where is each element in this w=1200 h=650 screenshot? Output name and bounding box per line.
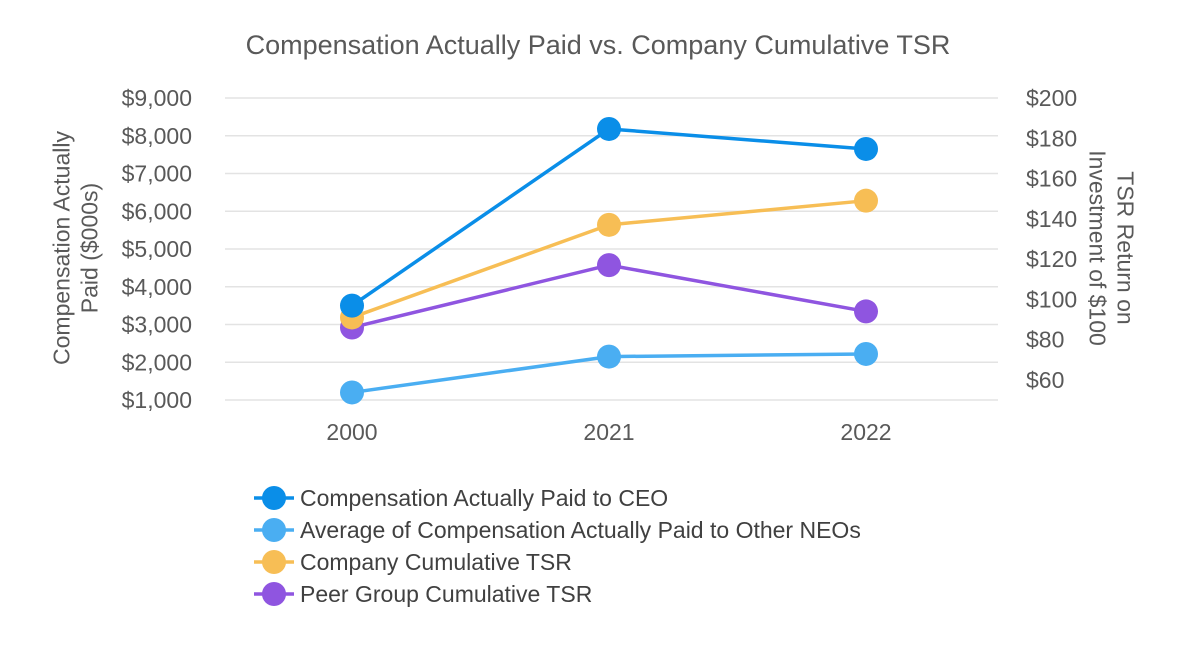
legend-label: Company Cumulative TSR xyxy=(300,549,572,575)
x-tick-label: 2022 xyxy=(840,419,891,445)
data-point xyxy=(854,299,878,324)
right-tick-label: $80 xyxy=(1026,327,1064,353)
data-point xyxy=(854,188,878,213)
legend-swatch-marker xyxy=(262,518,286,542)
right-tick-label: $160 xyxy=(1026,166,1077,192)
left-tick-label: $6,000 xyxy=(122,198,192,224)
legend-label: Peer Group Cumulative TSR xyxy=(300,581,592,607)
data-point xyxy=(597,344,621,369)
x-axis-ticks: 2000 2021 2022 xyxy=(326,419,891,445)
axis-title-line: Paid ($000s) xyxy=(76,183,102,313)
data-point xyxy=(854,341,878,366)
legend-swatch-marker xyxy=(262,550,286,574)
right-tick-label: $120 xyxy=(1026,246,1077,272)
data-point xyxy=(597,116,621,141)
series-3 xyxy=(340,253,878,340)
left-axis-ticks: $1,000 $2,000 $3,000 $4,000 $5,000 $6,000 $7,0… xyxy=(122,85,192,413)
data-point xyxy=(597,212,621,237)
data-point xyxy=(597,253,621,278)
right-axis-ticks: $60 $80 $100 $120 $140 $160 $180 $200 xyxy=(1026,85,1077,393)
legend: Compensation Actually Paid to CEO Average… xyxy=(254,485,861,607)
data-point xyxy=(340,293,364,318)
axis-title-line: Investment of $100 xyxy=(1085,150,1111,346)
left-tick-label: $5,000 xyxy=(122,236,192,262)
series-0 xyxy=(340,116,878,318)
data-point xyxy=(854,136,878,161)
x-tick-label: 2021 xyxy=(583,419,634,445)
series-1 xyxy=(340,341,878,405)
chart-title: Compensation Actually Paid vs. Company C… xyxy=(246,30,951,60)
right-tick-label: $140 xyxy=(1026,206,1077,232)
left-axis-title: Compensation ActuallyPaid ($000s) xyxy=(49,131,103,365)
left-tick-label: $8,000 xyxy=(122,123,192,149)
legend-item: Peer Group Cumulative TSR xyxy=(254,581,592,607)
legend-label: Average of Compensation Actually Paid to… xyxy=(300,517,861,543)
legend-item: Average of Compensation Actually Paid to… xyxy=(254,517,861,543)
x-tick-label: 2000 xyxy=(326,419,377,445)
left-tick-label: $7,000 xyxy=(122,161,192,187)
legend-swatch-marker xyxy=(262,582,286,606)
legend-label: Compensation Actually Paid to CEO xyxy=(300,485,668,511)
series xyxy=(340,116,878,405)
left-tick-label: $2,000 xyxy=(122,349,192,375)
left-tick-label: $3,000 xyxy=(122,312,192,338)
legend-swatch-marker xyxy=(262,486,286,510)
legend-item: Compensation Actually Paid to CEO xyxy=(254,485,668,511)
right-axis-title: TSR Return onInvestment of $100 xyxy=(1085,150,1139,346)
right-tick-label: $200 xyxy=(1026,85,1077,111)
left-tick-label: $1,000 xyxy=(122,387,192,413)
right-tick-label: $180 xyxy=(1026,125,1077,151)
right-tick-label: $60 xyxy=(1026,367,1064,393)
legend-item: Company Cumulative TSR xyxy=(254,549,572,575)
right-tick-label: $100 xyxy=(1026,286,1077,312)
left-tick-label: $9,000 xyxy=(122,85,192,111)
axis-title-line: TSR Return on xyxy=(1112,171,1138,324)
axis-title-line: Compensation Actually xyxy=(49,131,75,365)
data-point xyxy=(340,380,364,405)
left-tick-label: $4,000 xyxy=(122,274,192,300)
